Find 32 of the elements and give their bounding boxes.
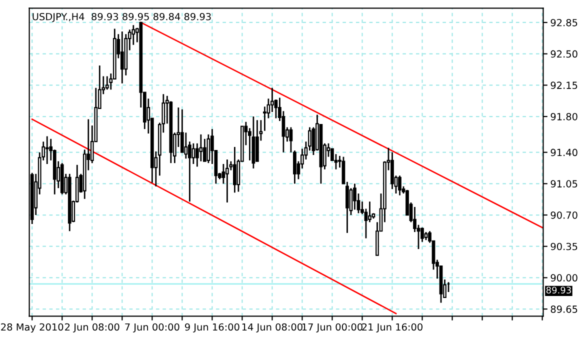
y-tick-label: 90.00 — [550, 274, 578, 282]
candlestick — [263, 106, 266, 132]
candlestick — [105, 76, 109, 90]
x-tick-label: 17 Jun 00:00 — [302, 323, 362, 332]
candlestick — [398, 174, 402, 196]
ref-line-label: 89.93 — [546, 286, 571, 294]
candlestick — [226, 158, 229, 204]
candlestick — [132, 24, 136, 46]
candlestick — [192, 142, 196, 165]
y-tick-label: 90.70 — [550, 211, 578, 219]
x-tick-label: 7 Jun 00:00 — [125, 323, 180, 332]
x-tick-label: 2 Jun 08:00 — [65, 323, 120, 332]
x-tick-label: 21 Jun 16:00 — [362, 323, 422, 332]
y-tick-label: 90.35 — [550, 242, 578, 250]
y-tick-label: 92.50 — [550, 50, 578, 58]
x-tick-label: 9 Jun 16:00 — [185, 323, 240, 332]
candlestick — [184, 132, 188, 160]
candlestick — [202, 138, 206, 162]
y-tick-label: 91.05 — [550, 180, 578, 188]
candlestick — [390, 152, 394, 190]
y-tick-label: 89.65 — [550, 306, 578, 313]
x-tick-label: 14 Jun 08:00 — [242, 323, 302, 332]
candlestick — [45, 136, 49, 165]
y-tick-label: 92.15 — [550, 82, 578, 89]
candlestick — [368, 200, 372, 223]
y-tick-label: 92.85 — [550, 18, 578, 26]
x-tick-label: 28 May 2010 — [1, 323, 64, 333]
y-tick-label: 91.80 — [550, 112, 578, 120]
chart-title: USDJPY.,H4 89.93 89.95 89.84 89.93 — [32, 12, 211, 22]
candlestick — [120, 30, 124, 84]
y-tick-label: 91.40 — [550, 148, 578, 156]
candlestick — [233, 146, 236, 194]
